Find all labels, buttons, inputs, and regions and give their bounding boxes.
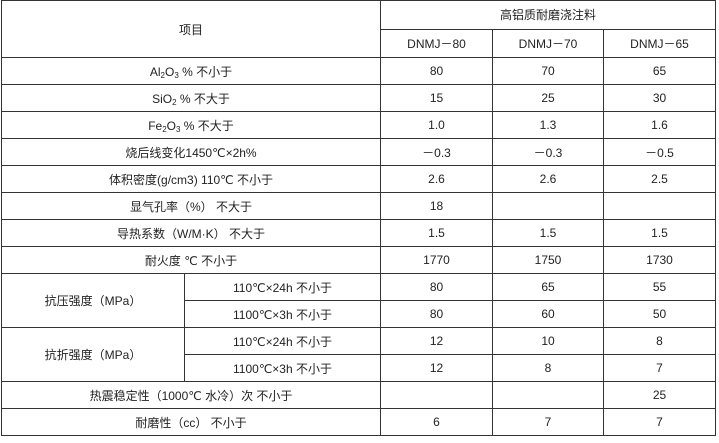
value-cell: 8 (492, 354, 605, 382)
group-label: 抗压强度（MPa） (1, 273, 185, 328)
grade-header-3: DNMJ－65 (603, 28, 717, 58)
table-row: 体积密度(g/cm3) 110℃ 不小于 2.6 2.6 2.5 (0, 165, 717, 193)
value-cell: 1770 (380, 246, 494, 274)
condition-label: 110℃×24h 不小于 (183, 273, 382, 301)
value-cell: 1.5 (380, 219, 494, 247)
table-row: 抗压强度（MPa） 110℃×24h 不小于 80 65 55 (1, 273, 717, 328)
value-cell: 70 (492, 57, 605, 85)
group-label: 抗折强度（MPa） (1, 327, 185, 382)
value-cell: 12 (380, 354, 494, 382)
table-row: Al2O3 % 不小于 80 70 65 (0, 57, 717, 85)
value-cell: 15 (380, 84, 494, 112)
property-label: Fe2O3 % 不大于 (0, 111, 382, 139)
value-cell: 7 (492, 408, 605, 436)
value-cell: 6 (380, 408, 494, 436)
table-row: 烧后线变化1450℃×2h% －0.3 －0.3 －0.5 (0, 138, 717, 166)
property-label: 显气孔率（%） 不大于 (0, 192, 382, 220)
value-cell: 55 (603, 273, 717, 301)
property-label: 耐火度 ℃ 不小于 (0, 246, 382, 274)
value-cell: 80 (380, 300, 494, 328)
value-cell: 1.5 (492, 219, 605, 247)
property-label: 烧后线变化1450℃×2h% (0, 138, 382, 166)
table-row: Fe2O3 % 不大于 1.0 1.3 1.6 (0, 111, 717, 139)
value-cell: －0.5 (603, 138, 717, 166)
grade-header-2: DNMJ－70 (492, 28, 605, 58)
value-cell: 1.3 (492, 111, 605, 139)
property-label: 体积密度(g/cm3) 110℃ 不小于 (0, 165, 382, 193)
value-cell: 1.5 (603, 219, 717, 247)
value-cell: 7 (603, 408, 717, 436)
condition-label: 1100℃×3h 不小于 (183, 354, 382, 382)
value-cell: 30 (603, 84, 717, 112)
grade-header-1: DNMJ－80 (380, 28, 494, 58)
value-cell: 80 (380, 273, 494, 301)
value-cell: 7 (603, 354, 717, 382)
value-cell: 2.6 (380, 165, 494, 193)
value-cell (492, 381, 605, 409)
table-row: 抗折强度（MPa） 110℃×24h 不小于 12 10 8 (1, 327, 717, 382)
value-cell: 2.6 (492, 165, 605, 193)
value-cell: 10 (492, 327, 605, 355)
table-row: 导热系数（W/M·K） 不大于 1.5 1.5 1.5 (0, 219, 717, 247)
table-row: 耐磨性（cc） 不小于 6 7 7 (0, 408, 717, 436)
value-cell: 12 (380, 327, 494, 355)
value-cell: 8 (603, 327, 717, 355)
condition-label: 110℃×24h 不小于 (183, 327, 382, 355)
value-cell: 80 (380, 57, 494, 85)
value-cell: 65 (492, 273, 605, 301)
item-header: 项目 (0, 0, 382, 58)
table-row: 1100℃×3h 不小于 80 60 50 (2, 300, 717, 328)
property-label: 耐磨性（cc） 不小于 (0, 408, 382, 436)
value-cell (492, 192, 605, 220)
value-cell: 50 (603, 300, 717, 328)
condition-label: 1100℃×3h 不小于 (183, 300, 382, 328)
table-row: 热震稳定性（1000℃ 水冷）次 不小于 25 (0, 381, 717, 409)
value-cell: 60 (492, 300, 605, 328)
value-cell: 1.0 (380, 111, 494, 139)
value-cell: 25 (492, 84, 605, 112)
product-group-header: 高铝质耐磨浇注料 (380, 0, 717, 30)
value-cell (380, 381, 494, 409)
property-label: Al2O3 % 不小于 (0, 57, 382, 85)
value-cell: 1.6 (603, 111, 717, 139)
table-row: 显气孔率（%） 不大于 18 (0, 192, 717, 220)
value-cell (603, 192, 717, 220)
table-row: 耐火度 ℃ 不小于 1770 1750 1730 (0, 246, 717, 274)
table-row: 1100℃×3h 不小于 12 8 7 (2, 354, 717, 382)
value-cell: 2.5 (603, 165, 717, 193)
value-cell: 1730 (603, 246, 717, 274)
table-row: SiO2 % 不大于 15 25 30 (0, 84, 717, 112)
value-cell: －0.3 (380, 138, 494, 166)
value-cell: 1750 (492, 246, 605, 274)
value-cell: －0.3 (492, 138, 605, 166)
property-label: 导热系数（W/M·K） 不大于 (0, 219, 382, 247)
value-cell: 18 (380, 192, 494, 220)
value-cell: 65 (603, 57, 717, 85)
property-label: SiO2 % 不大于 (0, 84, 382, 112)
property-label: 热震稳定性（1000℃ 水冷）次 不小于 (0, 381, 382, 409)
value-cell: 25 (603, 381, 717, 409)
